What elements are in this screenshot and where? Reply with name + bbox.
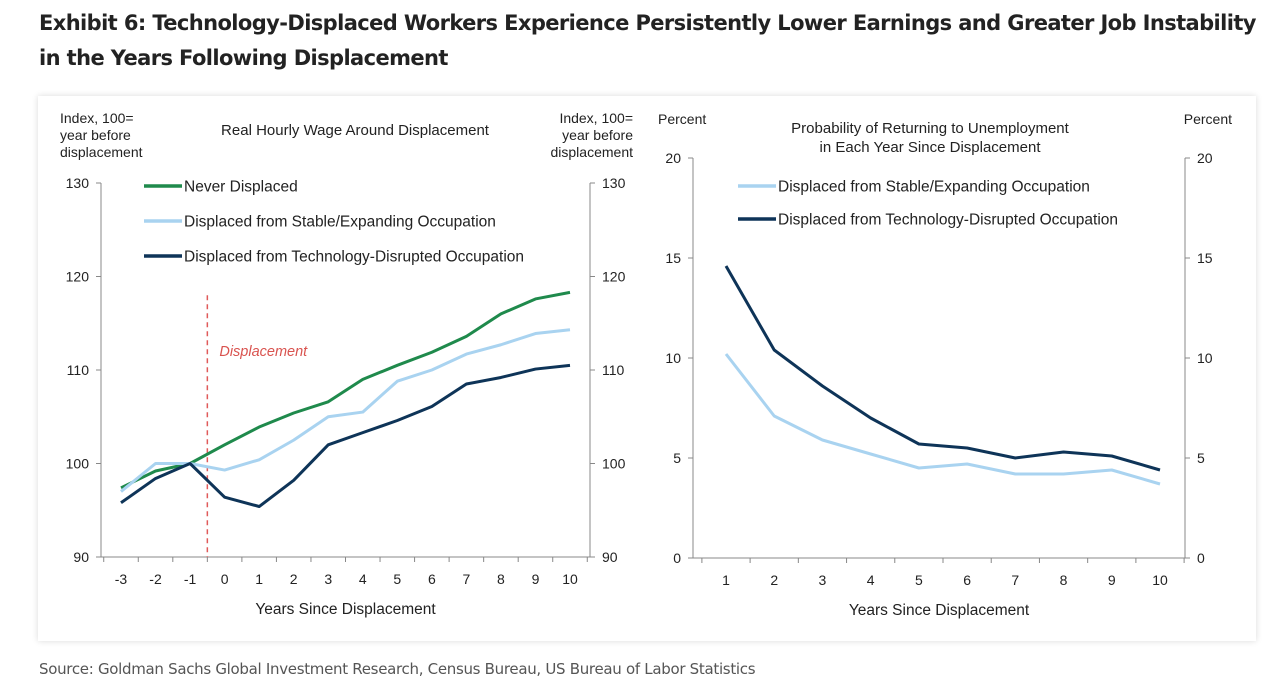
y-tick-label: 130 xyxy=(66,175,90,191)
y-axis-label-right: year before xyxy=(562,127,633,143)
series-line-1 xyxy=(724,265,1161,472)
y-tick-label: 20 xyxy=(665,150,681,166)
y-tick-label: 10 xyxy=(665,350,681,366)
y-tick-label-right: 20 xyxy=(1197,150,1213,166)
y-tick-label-right: 15 xyxy=(1197,250,1213,266)
source-note: Source: Goldman Sachs Global Investment … xyxy=(39,660,756,678)
y-tick-label: 100 xyxy=(66,456,90,472)
x-tick-label: 3 xyxy=(324,571,332,587)
y-tick-label-right: 120 xyxy=(602,269,626,285)
x-axis-label: Years Since Displacement xyxy=(255,601,436,618)
series-line-1 xyxy=(120,328,571,493)
exhibit-title: Exhibit 6: Technology-Displaced Workers … xyxy=(39,11,1256,70)
y-tick-label: 0 xyxy=(673,550,681,566)
x-tick-label: 10 xyxy=(562,571,578,587)
x-tick-label: 6 xyxy=(428,571,436,587)
chart-card xyxy=(38,96,1256,641)
y-tick-label-right: 100 xyxy=(602,456,626,472)
x-tick-label: 7 xyxy=(462,571,470,587)
y-axis-label-right: Percent xyxy=(1184,111,1232,127)
legend-label-1: Displaced from Technology-Disrupted Occu… xyxy=(778,212,1118,229)
series-line-0 xyxy=(120,290,571,490)
y-tick-label-right: 90 xyxy=(602,549,618,565)
x-tick-label: 5 xyxy=(915,572,923,588)
x-tick-label: -3 xyxy=(115,571,128,587)
x-tick-label: 1 xyxy=(722,572,730,588)
x-tick-label: 3 xyxy=(819,572,827,588)
y-axis-label: year before xyxy=(60,127,131,143)
x-tick-label: 2 xyxy=(290,571,298,587)
y-axis-label: displacement xyxy=(60,144,143,160)
x-tick-label: -2 xyxy=(149,571,162,587)
displacement-annotation: Displacement xyxy=(219,344,308,360)
series-line-0 xyxy=(724,353,1161,486)
x-tick-label: 4 xyxy=(359,571,367,587)
y-tick-label: 5 xyxy=(673,450,681,466)
x-tick-label: 1 xyxy=(255,571,263,587)
x-tick-label: 5 xyxy=(393,571,401,587)
x-tick-label: 4 xyxy=(867,572,875,588)
x-tick-label: 6 xyxy=(963,572,971,588)
legend-label-1: Displaced from Stable/Expanding Occupati… xyxy=(184,214,496,231)
y-tick-label: 90 xyxy=(73,549,89,565)
x-tick-label: 9 xyxy=(1108,572,1116,588)
x-tick-label: 2 xyxy=(770,572,778,588)
y-tick-label-right: 10 xyxy=(1197,350,1213,366)
y-tick-label: 110 xyxy=(67,362,90,378)
x-axis-label: Years Since Displacement xyxy=(849,602,1030,619)
chart-title: Probability of Returning to Unemployment xyxy=(791,120,1069,137)
chart-title: in Each Year Since Displacement xyxy=(820,139,1042,156)
y-tick-label-right: 130 xyxy=(602,175,626,191)
x-tick-label: -1 xyxy=(184,571,197,587)
x-tick-label: 0 xyxy=(221,571,229,587)
chart-title: Real Hourly Wage Around Displacement xyxy=(221,122,490,139)
x-tick-label: 8 xyxy=(1060,572,1068,588)
y-axis-label: Index, 100= xyxy=(60,110,134,126)
x-tick-label: 8 xyxy=(497,571,505,587)
x-tick-label: 9 xyxy=(532,571,540,587)
y-tick-label: 15 xyxy=(665,250,681,266)
y-axis-label-right: Index, 100= xyxy=(559,110,633,126)
y-tick-label: 120 xyxy=(66,269,90,285)
y-axis-label-right: displacement xyxy=(551,144,634,160)
series-line-2 xyxy=(120,363,571,509)
y-tick-label-right: 110 xyxy=(602,362,625,378)
y-tick-label-right: 0 xyxy=(1197,550,1205,566)
x-tick-label: 10 xyxy=(1152,572,1168,588)
legend-label-0: Displaced from Stable/Expanding Occupati… xyxy=(778,179,1090,196)
y-axis-label: Percent xyxy=(658,111,706,127)
legend-label-0: Never Displaced xyxy=(184,179,298,196)
x-tick-label: 7 xyxy=(1011,572,1019,588)
y-tick-label-right: 5 xyxy=(1197,450,1205,466)
legend-label-2: Displaced from Technology-Disrupted Occu… xyxy=(184,249,524,266)
